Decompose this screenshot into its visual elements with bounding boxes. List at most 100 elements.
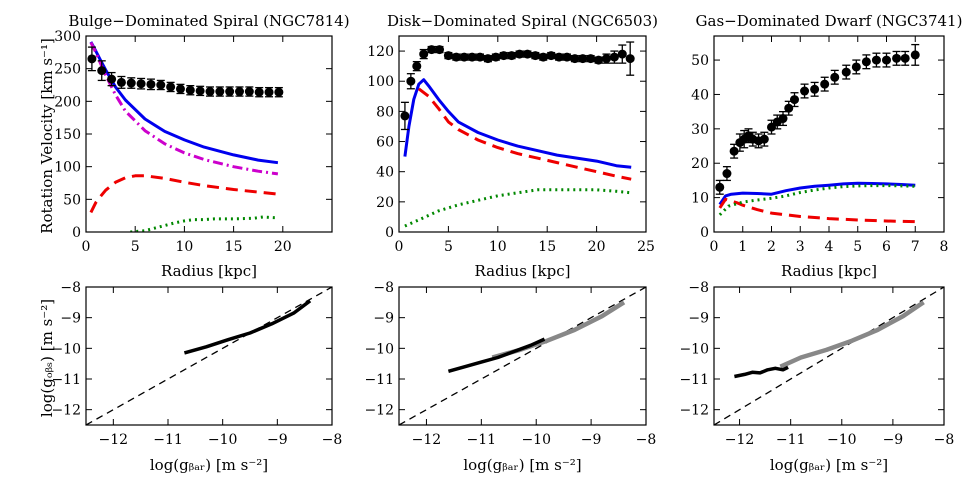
y-tick-label: −8	[373, 280, 394, 296]
panel-title: Gas−Dominated Dwarf (NGC3741)	[696, 12, 963, 30]
series-line-ngc7814	[183, 299, 312, 355]
data-point	[578, 54, 588, 64]
bottom-y-axis-label: log(gₒᵦₛ) [m s⁻²]	[38, 299, 56, 417]
data-point	[784, 103, 794, 113]
x-tick-label: −8	[636, 432, 657, 448]
x-tick-label: 2	[767, 239, 776, 255]
series-line-ngc3741	[734, 365, 789, 379]
data-point	[617, 49, 627, 59]
x-axis-label: Radius [kpc]	[161, 262, 257, 280]
data-point	[507, 51, 517, 61]
series-line-disk	[89, 174, 279, 214]
y-tick-label: −12	[679, 403, 709, 419]
data-point	[841, 67, 851, 77]
data-point	[146, 79, 156, 89]
data-point	[810, 84, 820, 94]
data-point	[412, 61, 422, 71]
data-point	[459, 52, 469, 62]
plot-area	[715, 43, 920, 224]
x-axis-label: log(gᵦₐᵣ) [m s⁻²]	[770, 456, 888, 474]
y-tick-label: 100	[54, 160, 81, 176]
x-tick-label: 20	[274, 239, 292, 255]
data-point	[892, 53, 902, 63]
data-point	[483, 54, 493, 64]
data-point	[715, 182, 725, 192]
data-point	[451, 52, 461, 62]
data-point	[419, 49, 429, 59]
data-point	[562, 52, 572, 62]
x-tick-label: 5	[131, 239, 140, 255]
data-point	[790, 95, 799, 105]
x-tick-label: 25	[637, 239, 655, 255]
x-tick-label: 10	[175, 239, 193, 255]
x-tick-label: −11	[776, 432, 806, 448]
data-point	[586, 54, 596, 64]
y-tick-label: 50	[691, 53, 709, 69]
series-line-total	[718, 181, 916, 206]
y-tick-label: −11	[51, 372, 81, 388]
plot-area	[399, 287, 646, 425]
data-point	[729, 146, 739, 156]
one-to-one-line	[86, 287, 332, 425]
x-tick-label: −9	[267, 432, 288, 448]
y-tick-label: −12	[364, 403, 394, 419]
y-tick-label: 250	[54, 62, 81, 78]
y-tick-label: −10	[364, 341, 394, 357]
data-point	[900, 53, 910, 63]
y-tick-label: 0	[700, 225, 709, 241]
series-line-other-galaxies	[779, 300, 925, 369]
x-tick-label: 7	[911, 239, 920, 255]
data-point	[406, 76, 416, 86]
data-point	[570, 54, 580, 64]
data-point	[530, 51, 540, 61]
data-point	[126, 78, 136, 88]
y-tick-label: 20	[691, 156, 709, 172]
data-point	[800, 86, 810, 96]
y-tick-label: −11	[364, 372, 394, 388]
y-tick-label: −10	[51, 341, 81, 357]
x-tick-label: 20	[588, 239, 606, 255]
data-point	[830, 72, 840, 82]
axes-frame	[85, 35, 333, 233]
plot-area	[714, 287, 944, 425]
data-point	[722, 169, 732, 179]
y-tick-label: 120	[367, 44, 394, 60]
data-point	[882, 55, 891, 65]
data-point	[546, 51, 556, 61]
series-line-bulge	[89, 41, 279, 176]
y-tick-label: 100	[367, 74, 394, 90]
data-point	[215, 87, 225, 97]
x-tick-label: −9	[581, 432, 602, 448]
series-line-disk	[718, 197, 916, 224]
panel-1: Bulge−Dominated Spiral (NGC7814) Radius […	[54, 12, 349, 280]
y-tick-label: 60	[376, 135, 394, 151]
x-tick-label: 3	[796, 239, 805, 255]
y-tick-label: 30	[691, 122, 709, 138]
x-tick-label: −12	[412, 432, 442, 448]
panel-5: log(gᵦₐᵣ) [m s⁻²] −12 −10 −8 −11 −9 −12 −11 −10 −…	[364, 280, 656, 474]
y-tick-label: 80	[376, 104, 394, 120]
x-tick-label: −12	[99, 432, 129, 448]
y-tick-label: −11	[679, 372, 709, 388]
data-point	[538, 52, 548, 62]
panel-6: log(gᵦₐᵣ) [m s⁻²] −12 −10 −8 −11 −9 −12 −11 −10 −…	[679, 280, 954, 474]
y-tick-label: 300	[54, 29, 81, 45]
data-point	[166, 82, 176, 92]
x-axis-label: Radius [kpc]	[475, 262, 571, 280]
data-point	[861, 57, 871, 67]
data-point	[107, 74, 117, 84]
top-y-axis-label: Rotation Velocity [km s⁻¹]	[38, 38, 56, 234]
x-tick-label: −10	[208, 432, 238, 448]
x-tick-label: 8	[940, 239, 949, 255]
panels: Bulge−Dominated Spiral (NGC7814) Radius […	[51, 12, 962, 474]
x-axis-label: Radius [kpc]	[781, 262, 877, 280]
y-tick-label: −8	[688, 280, 709, 296]
data-point	[185, 85, 195, 95]
axes-frame	[713, 35, 945, 233]
y-tick-label: −8	[60, 280, 81, 296]
x-tick-label: 0	[82, 239, 91, 255]
data-point	[87, 54, 97, 64]
x-tick-label: 1	[738, 239, 747, 255]
data-point	[443, 51, 453, 61]
